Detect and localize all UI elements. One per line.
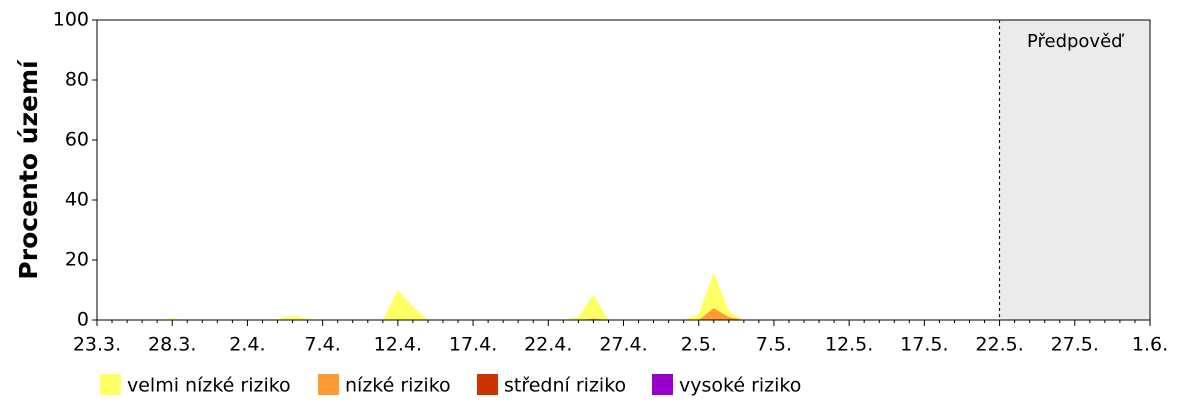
forecast-label: Předpověď xyxy=(1027,31,1125,52)
x-tick-label: 7.5. xyxy=(756,334,792,356)
x-tick-label: 22.5. xyxy=(975,334,1023,356)
y-tick-label: 0 xyxy=(77,309,89,331)
y-tick-label: 100 xyxy=(53,9,89,31)
legend-label: nízké riziko xyxy=(345,375,451,397)
legend-label: velmi nízké riziko xyxy=(127,375,291,397)
legend-swatch xyxy=(652,374,673,395)
y-axis-label: Procento území xyxy=(14,59,43,280)
legend-label: vysoké riziko xyxy=(679,375,801,397)
plot-frame xyxy=(96,19,1151,321)
legend-swatch xyxy=(100,374,121,395)
legend-label: střední riziko xyxy=(504,375,626,397)
x-tick-label: 1.6. xyxy=(1132,334,1168,356)
area xyxy=(97,308,1150,320)
x-tick-label: 27.4. xyxy=(599,334,647,356)
x-tick-label: 12.4. xyxy=(374,334,422,356)
x-tick-label: 7.4. xyxy=(305,334,341,356)
y-tick-label: 20 xyxy=(65,249,89,271)
x-tick-label: 28.3. xyxy=(148,334,196,356)
x-tick-label: 17.5. xyxy=(900,334,948,356)
area xyxy=(97,272,1150,320)
legend-swatch xyxy=(318,374,339,395)
x-tick-label: 2.5. xyxy=(681,334,717,356)
x-tick-label: 23.3. xyxy=(73,334,121,356)
y-tick-label: 80 xyxy=(65,69,89,91)
x-tick-label: 12.5. xyxy=(825,334,873,356)
x-tick-label: 22.4. xyxy=(524,334,572,356)
forecast-region xyxy=(999,20,1150,320)
y-tick-label: 40 xyxy=(65,189,89,211)
legend-swatch xyxy=(477,374,498,395)
x-tick-label: 27.5. xyxy=(1051,334,1099,356)
x-tick-label: 17.4. xyxy=(449,334,497,356)
x-tick-label: 2.4. xyxy=(229,334,265,356)
y-tick-label: 60 xyxy=(65,129,89,151)
